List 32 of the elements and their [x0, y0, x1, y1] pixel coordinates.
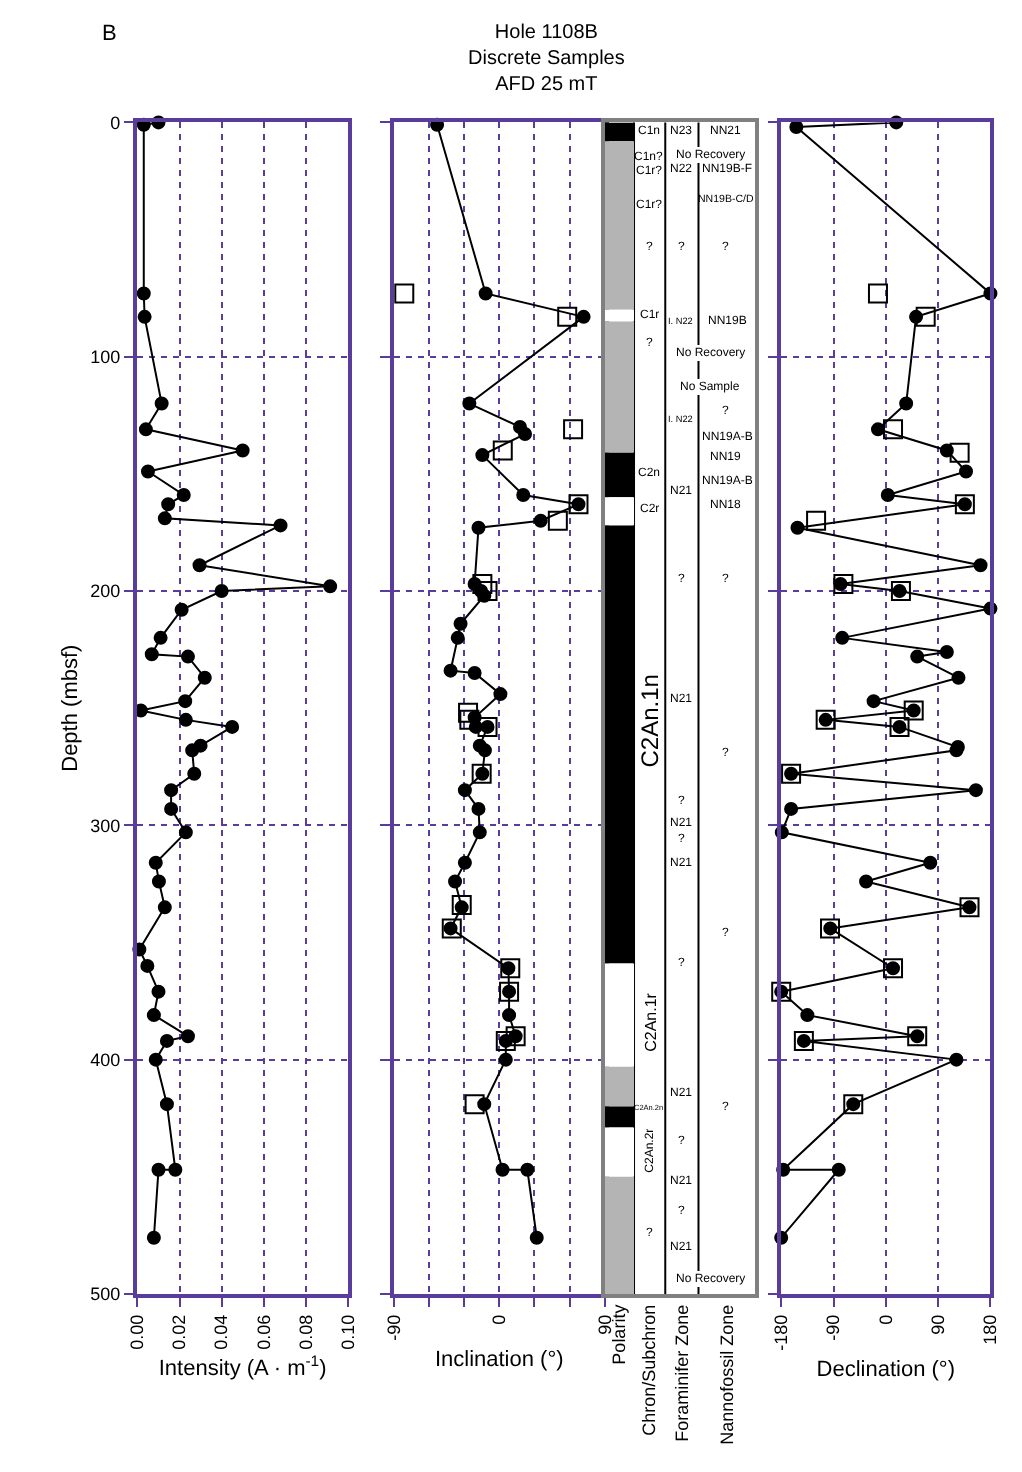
x-tick-label: 90: [594, 1314, 615, 1335]
y-axis-title: Depth (mbsf): [58, 644, 83, 772]
x-tick-label: 0.04: [211, 1314, 232, 1350]
x-tick-label: Polarity: [609, 1303, 630, 1365]
text: B: [102, 22, 117, 46]
x-tick-label: 0.06: [253, 1314, 274, 1350]
y-tick-label: 500: [90, 1284, 121, 1305]
x-tick-label: 0.00: [127, 1314, 148, 1350]
x-tick-label: -90: [823, 1314, 844, 1341]
x-tick-label: Foraminifer Zone: [671, 1304, 692, 1442]
y-tick-label: 400: [90, 1049, 121, 1070]
x-tick-label: 90: [927, 1314, 948, 1335]
x-tick-label: Nannofossil Zone: [716, 1304, 737, 1445]
x-tick-label: 0.10: [337, 1314, 358, 1350]
y-tick-label: 200: [90, 581, 121, 602]
x-tick-label: Chron/Subchron: [639, 1304, 660, 1436]
x-tick-label: 0: [489, 1314, 510, 1325]
annotation: C2An.1r: [641, 992, 660, 1052]
y-tick-label: 0: [110, 112, 121, 133]
chart-title: Hole 1108B Discrete Samples AFD 25 mT: [468, 22, 625, 96]
x-tick-label: -180: [771, 1314, 792, 1351]
annotation: C2An.1n: [635, 674, 664, 768]
x-tick-label: 180: [980, 1314, 1001, 1345]
x-axis-title: Declination (°): [816, 1358, 956, 1383]
y-tick-label: 100: [90, 346, 121, 367]
x-tick-label: 0.02: [169, 1314, 190, 1350]
x-tick-label: 0.08: [295, 1314, 316, 1350]
x-tick-label: 0: [875, 1314, 896, 1325]
x-axis-title: Intensity (A · m$^{-1}$): [158, 1351, 327, 1382]
x-axis-title: Inclination (°): [434, 1348, 564, 1373]
y-tick-label: 300: [90, 815, 121, 836]
x-tick-label: -90: [383, 1314, 404, 1341]
